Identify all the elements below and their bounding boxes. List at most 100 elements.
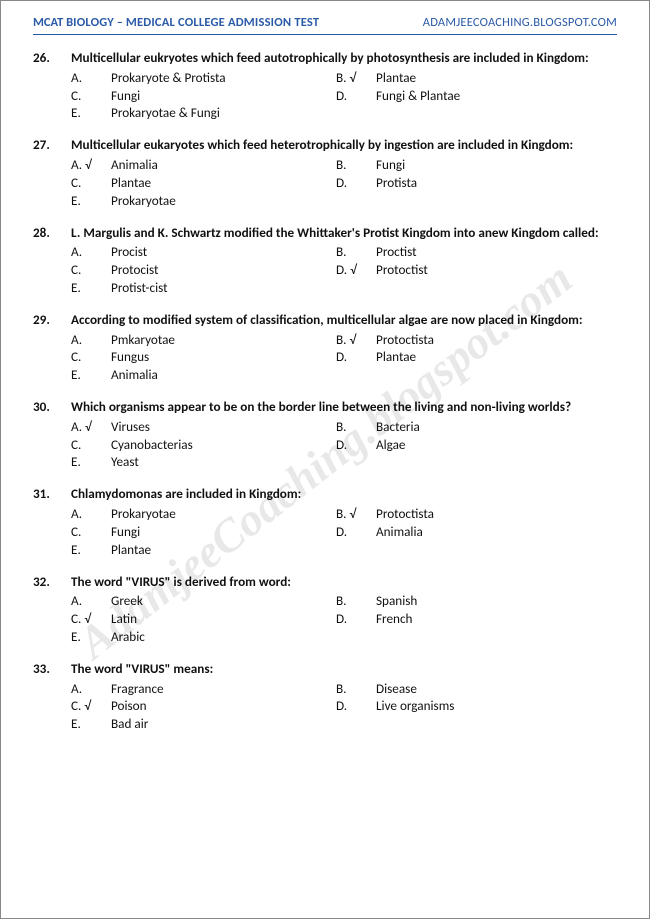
option-letter: C. [71, 87, 111, 105]
option-row: C.PlantaeD.Protista [71, 174, 617, 192]
option-letter: C. [71, 348, 111, 366]
option-letter: E. [71, 628, 111, 646]
option-letter: B. √ [336, 331, 376, 349]
option-row: E.Bad air [71, 715, 617, 733]
option-letter: C. [71, 436, 111, 454]
check-icon: √ [85, 418, 92, 435]
check-icon: √ [84, 610, 91, 627]
option-letter: E. [71, 192, 111, 210]
option-text: Prokaryotae & Fungi [111, 104, 336, 122]
option-text: Plantae [376, 69, 617, 87]
page-header: MCAT BIOLOGY – MEDICAL COLLEGE ADMISSION… [33, 15, 617, 35]
option: D.Animalia [336, 523, 617, 541]
option-row: C.ProtocistD. √Protoctist [71, 261, 617, 279]
question-row: 29.According to modified system of class… [33, 311, 617, 329]
option-letter: E. [71, 453, 111, 471]
option-letter: B. [336, 156, 376, 174]
option-letter: A. [71, 331, 111, 349]
option-letter: B. [336, 243, 376, 261]
option-text: Live organisms [376, 697, 617, 715]
option-letter: B. [336, 418, 376, 436]
question-number: 33. [33, 660, 71, 678]
option-row: C.CyanobacteriasD.Algae [71, 436, 617, 454]
questions-container: 26.Multicellular eukryotes which feed au… [33, 49, 617, 733]
option: C.Fungi [71, 87, 336, 105]
check-icon: √ [350, 69, 357, 86]
option-row: A. √VirusesB.Bacteria [71, 418, 617, 436]
question-row: 31.Chlamydomonas are included in Kingdom… [33, 485, 617, 503]
option-letter: E. [71, 279, 111, 297]
options: A. √VirusesB.BacteriaC.CyanobacteriasD.A… [33, 418, 617, 471]
option-row: E.Yeast [71, 453, 617, 471]
option-letter: B. √ [336, 505, 376, 523]
option-letter-text: C. [71, 697, 81, 714]
options: A.ProkaryotaeB. √ProtoctistaC.FungiD.Ani… [33, 505, 617, 558]
option-row: A.ProcistB.Proctist [71, 243, 617, 261]
option-letter-text: B. [336, 331, 347, 348]
option-text: Cyanobacterias [111, 436, 336, 454]
option-text: Protoctista [376, 505, 617, 523]
option-row: A.GreekB.Spanish [71, 592, 617, 610]
options: A.ProcistB.ProctistC.ProtocistD. √Protoc… [33, 243, 617, 296]
option-text: Pmkaryotae [111, 331, 336, 349]
option-text: Prokaryotae [111, 505, 336, 523]
option-text: Plantae [376, 348, 617, 366]
option-text: Yeast [111, 453, 336, 471]
option-letter: D. √ [336, 261, 376, 279]
option-letter: C. √ [71, 697, 111, 715]
option: D.Plantae [336, 348, 617, 366]
option: A.Greek [71, 592, 336, 610]
option-letter: D. [336, 610, 376, 628]
question-text: Chlamydomonas are included in Kingdom: [71, 485, 617, 503]
option-row: C.FungiD.Fungi & Plantae [71, 87, 617, 105]
option-row: A. √AnimaliaB.Fungi [71, 156, 617, 174]
question-number: 29. [33, 311, 71, 329]
option: E.Animalia [71, 366, 336, 384]
option-text: Greek [111, 592, 336, 610]
option-row: E.Animalia [71, 366, 617, 384]
option-row: E.Protist-cist [71, 279, 617, 297]
option-letter: A. [71, 592, 111, 610]
option-letter: B. [336, 592, 376, 610]
question-row: 32.The word "VIRUS" is derived from word… [33, 573, 617, 591]
option-letter: D. [336, 523, 376, 541]
option-letter: A. √ [71, 418, 111, 436]
option: A.Prokaryote & Protista [71, 69, 336, 87]
option: E.Prokaryotae [71, 192, 336, 210]
option: D.Fungi & Plantae [336, 87, 617, 105]
option-text: Fragrance [111, 680, 336, 698]
check-icon: √ [350, 331, 357, 348]
option-text: Animalia [376, 523, 617, 541]
option: B. √Plantae [336, 69, 617, 87]
question-text: The word "VIRUS" is derived from word: [71, 573, 617, 591]
option-letter: C. [71, 261, 111, 279]
option-text: Arabic [111, 628, 336, 646]
question-text: L. Margulis and K. Schwartz modified the… [71, 224, 617, 242]
question-block: 32.The word "VIRUS" is derived from word… [33, 573, 617, 646]
option-text: Disease [376, 680, 617, 698]
options: A.FragranceB.DiseaseC. √PoisonD.Live org… [33, 680, 617, 733]
option: A.Pmkaryotae [71, 331, 336, 349]
option: D.Protista [336, 174, 617, 192]
options: A.GreekB.SpanishC. √LatinD.FrenchE.Arabi… [33, 592, 617, 645]
header-website: ADAMJEECOACHING.BLOGSPOT.COM [423, 15, 617, 30]
question-block: 26.Multicellular eukryotes which feed au… [33, 49, 617, 122]
question-text: Multicellular eukaryotes which feed hete… [71, 136, 617, 154]
option-row: E.Arabic [71, 628, 617, 646]
question-row: 28.L. Margulis and K. Schwartz modified … [33, 224, 617, 242]
option-row: A.FragranceB.Disease [71, 680, 617, 698]
question-number: 30. [33, 398, 71, 416]
option-text: Fungus [111, 348, 336, 366]
check-icon: √ [84, 697, 91, 714]
question-block: 31.Chlamydomonas are included in Kingdom… [33, 485, 617, 558]
option: E.Bad air [71, 715, 336, 733]
question-number: 27. [33, 136, 71, 154]
option-text: Prokaryotae [111, 192, 336, 210]
header-title: MCAT BIOLOGY – MEDICAL COLLEGE ADMISSION… [33, 15, 319, 30]
option: D.French [336, 610, 617, 628]
option-row: C. √LatinD.French [71, 610, 617, 628]
question-row: 30.Which organisms appear to be on the b… [33, 398, 617, 416]
option-letter: E. [71, 366, 111, 384]
option-letter: A. √ [71, 156, 111, 174]
option: D.Live organisms [336, 697, 617, 715]
